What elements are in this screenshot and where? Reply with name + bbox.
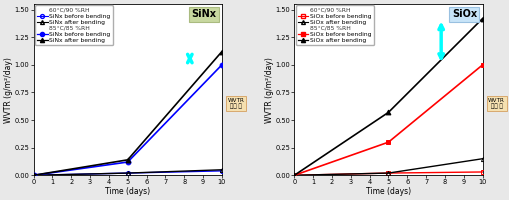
Text: SiOx: SiOx: [452, 9, 477, 19]
Legend: 60°C/90 %RH, SiOx before bending, SiOx after bending, 85°C/85 %RH, SiOx before b: 60°C/90 %RH, SiOx before bending, SiOx a…: [296, 5, 374, 45]
Legend: 60°C/90 %RH, SiNx before bending, SiNx after bending, 85°C/85 %RH, SiNx before b: 60°C/90 %RH, SiNx before bending, SiNx a…: [35, 5, 113, 45]
Text: WVTR
증가 폭: WVTR 증가 폭: [228, 98, 244, 109]
Text: WVTR
증가 폭: WVTR 증가 폭: [488, 98, 505, 109]
X-axis label: Time (days): Time (days): [105, 187, 150, 196]
Y-axis label: WVTR (g/m²/day): WVTR (g/m²/day): [4, 57, 13, 123]
Text: SiNx: SiNx: [191, 9, 216, 19]
X-axis label: Time (days): Time (days): [366, 187, 411, 196]
Y-axis label: WVTR (g/m²/day): WVTR (g/m²/day): [265, 57, 274, 123]
